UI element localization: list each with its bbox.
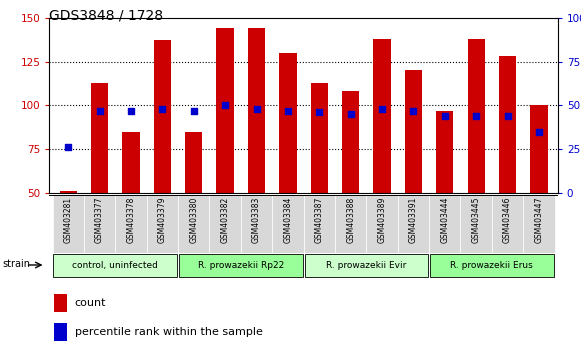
Bar: [91, 82, 108, 193]
Text: GSM403380: GSM403380: [189, 196, 198, 243]
Point: [189, 108, 198, 113]
Point: [220, 103, 229, 108]
Bar: [436, 110, 453, 193]
Text: GSM403387: GSM403387: [315, 196, 324, 243]
Bar: [179, 254, 303, 277]
Point: [346, 111, 356, 117]
Point: [252, 106, 261, 112]
Text: control, uninfected: control, uninfected: [73, 261, 158, 269]
Point: [63, 144, 73, 150]
Bar: [311, 82, 328, 193]
Text: GSM403445: GSM403445: [472, 196, 480, 243]
Bar: [154, 40, 171, 193]
Text: GSM403281: GSM403281: [64, 196, 73, 242]
Text: GSM403391: GSM403391: [409, 196, 418, 243]
Bar: [248, 28, 265, 193]
Bar: [468, 39, 485, 193]
Point: [440, 113, 450, 119]
Bar: [398, 195, 429, 253]
Bar: [430, 254, 554, 277]
Bar: [52, 195, 84, 253]
Text: GSM403377: GSM403377: [95, 196, 104, 243]
Bar: [241, 195, 272, 253]
Bar: [342, 91, 359, 193]
Point: [157, 106, 167, 112]
Bar: [53, 254, 177, 277]
Text: GDS3848 / 1728: GDS3848 / 1728: [49, 9, 163, 23]
Point: [409, 108, 418, 113]
Bar: [367, 195, 398, 253]
Text: GSM403379: GSM403379: [158, 196, 167, 243]
Text: R. prowazekii Rp22: R. prowazekii Rp22: [198, 261, 284, 269]
Text: GSM403378: GSM403378: [127, 196, 135, 243]
Bar: [209, 195, 241, 253]
Bar: [492, 195, 523, 253]
Bar: [185, 132, 202, 193]
Bar: [84, 195, 115, 253]
Text: percentile rank within the sample: percentile rank within the sample: [75, 327, 263, 337]
Text: GSM403447: GSM403447: [535, 196, 543, 243]
Bar: [429, 195, 461, 253]
Bar: [374, 39, 390, 193]
Bar: [217, 28, 234, 193]
Bar: [55, 323, 67, 341]
Bar: [335, 195, 367, 253]
Bar: [60, 191, 77, 193]
Text: GSM403382: GSM403382: [221, 196, 229, 243]
Bar: [304, 254, 428, 277]
Bar: [530, 105, 547, 193]
Bar: [405, 70, 422, 193]
Bar: [279, 53, 296, 193]
Text: GSM403389: GSM403389: [378, 196, 386, 243]
Bar: [115, 195, 146, 253]
Bar: [178, 195, 209, 253]
Text: GSM403383: GSM403383: [252, 196, 261, 243]
Point: [503, 113, 512, 119]
Text: GSM403444: GSM403444: [440, 196, 449, 243]
Text: GSM403384: GSM403384: [284, 196, 292, 243]
Point: [283, 108, 292, 113]
Bar: [499, 56, 516, 193]
Bar: [146, 195, 178, 253]
Text: strain: strain: [2, 259, 30, 269]
Point: [315, 109, 324, 115]
Bar: [123, 132, 139, 193]
Point: [535, 129, 544, 135]
Bar: [461, 195, 492, 253]
Text: count: count: [75, 298, 106, 308]
Bar: [55, 294, 67, 312]
Text: GSM403446: GSM403446: [503, 196, 512, 243]
Point: [126, 108, 135, 113]
Bar: [303, 195, 335, 253]
Point: [472, 113, 481, 119]
Text: GSM403388: GSM403388: [346, 196, 355, 243]
Point: [95, 108, 104, 113]
Bar: [272, 195, 304, 253]
Text: R. prowazekii Erus: R. prowazekii Erus: [450, 261, 533, 269]
Point: [378, 106, 387, 112]
Bar: [523, 195, 555, 253]
Text: R. prowazekii Evir: R. prowazekii Evir: [326, 261, 407, 269]
